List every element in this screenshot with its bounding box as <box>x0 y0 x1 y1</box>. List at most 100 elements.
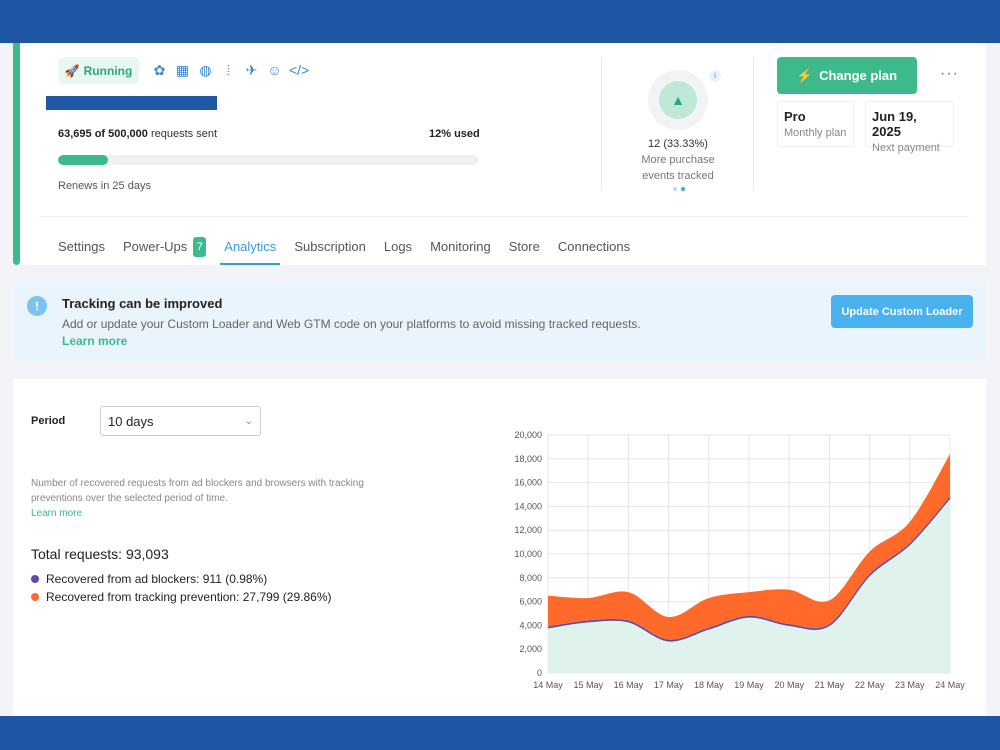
plan-box: Pro Monthly plan <box>777 101 854 147</box>
x-tick-label: 19 May <box>734 680 764 690</box>
legend-tracking-prevention: Recovered from tracking prevention: 27,7… <box>31 590 332 604</box>
x-tick-label: 15 May <box>573 680 603 690</box>
divider <box>601 57 602 190</box>
change-plan-button[interactable]: ⚡ Change plan <box>777 57 917 94</box>
y-tick-label: 6,000 <box>519 597 542 607</box>
y-tick-label: 4,000 <box>519 620 542 630</box>
tracking-alert: ! Tracking can be improved Add or update… <box>13 282 986 362</box>
requests-area-chart: 0 2,000 4,000 6,000 8,000 10,000 12,000 14,000 1… <box>514 430 965 690</box>
tab-label: Monitoring <box>430 239 491 254</box>
payment-box: Jun 19, 2025 Next payment <box>865 101 954 154</box>
status-badge: 🚀 Running <box>58 57 139 84</box>
tab-label: Connections <box>557 239 631 254</box>
metric-circle: ▲ <box>648 70 708 130</box>
airplane-icon[interactable]: ✈ <box>245 62 258 78</box>
tab-label: Power-Ups <box>122 239 188 254</box>
carousel-dots <box>673 187 685 191</box>
period-select[interactable]: 10 days ⌄ <box>100 406 261 436</box>
globe-icon[interactable]: ◍ <box>199 62 212 78</box>
tab-store[interactable]: Store <box>509 228 540 265</box>
more-options-icon[interactable]: ··· <box>940 65 959 82</box>
legend-dot <box>31 575 39 583</box>
legend-label: Recovered from tracking prevention: 27,7… <box>46 590 332 604</box>
info-icon[interactable]: i <box>709 70 721 82</box>
tabs-divider <box>39 216 969 217</box>
x-tick-label: 20 May <box>774 680 804 690</box>
tab-label: Settings <box>58 239 105 254</box>
redacted-container-name <box>46 96 217 110</box>
x-tick-label: 24 May <box>935 680 965 690</box>
tab-monitoring[interactable]: Monitoring <box>430 228 491 265</box>
legend-dot <box>31 593 39 601</box>
payment-value: Jun 19, 2025 <box>872 109 917 139</box>
renews-text: Renews in 25 days <box>58 180 151 192</box>
x-tick-label: 21 May <box>815 680 845 690</box>
requests-sent-value: 63,695 of 500,000 <box>58 128 148 140</box>
x-tick-label: 22 May <box>855 680 885 690</box>
x-tick-label: 14 May <box>533 680 563 690</box>
tab-label: Analytics <box>224 239 277 254</box>
plan-value: Pro <box>784 109 806 124</box>
chevron-down-icon: ⌄ <box>244 415 253 427</box>
payment-label: Next payment <box>872 142 940 154</box>
robot-icon[interactable]: ☺ <box>267 62 282 78</box>
change-plan-label: Change plan <box>819 68 898 83</box>
metric-label-line-2: events tracked <box>642 170 714 182</box>
alert-title: Tracking can be improved <box>62 296 223 311</box>
percent-used: 12% used <box>429 128 480 140</box>
platform-icons: ✿ ▦ ◍ ⦙ ✈ ☺ </> <box>151 62 310 79</box>
legend-ad-blockers: Recovered from ad blockers: 911 (0.98%) <box>31 572 267 586</box>
tab-logs[interactable]: Logs <box>384 228 412 265</box>
ad-blockers-line <box>547 497 951 642</box>
y-tick-label: 10,000 <box>514 549 542 559</box>
storefront-icon[interactable]: ▦ <box>175 62 190 78</box>
rocket-icon: 🚀 <box>64 63 80 78</box>
lightning-icon: ⚡ <box>796 67 814 83</box>
power-ups-count-badge: 7 <box>193 236 207 257</box>
carousel-dot[interactable] <box>673 187 677 191</box>
legend-label: Recovered from ad blockers: 911 (0.98%) <box>46 572 268 586</box>
y-tick-label: 18,000 <box>514 454 542 464</box>
period-value: 10 days <box>108 413 154 429</box>
metric-label: More purchase events tracked <box>613 152 743 184</box>
code-icon[interactable]: </> <box>289 62 310 78</box>
usage-progress-fill <box>58 155 109 165</box>
tab-connections[interactable]: Connections <box>558 228 630 265</box>
requests-sent-suffix: requests sent <box>150 128 218 140</box>
analytics-icon[interactable]: ⦙ <box>226 62 231 78</box>
tab-label: Logs <box>383 239 413 254</box>
y-tick-label: 14,000 <box>514 501 542 511</box>
y-tick-label: 20,000 <box>514 430 542 440</box>
period-label: Period <box>31 415 66 427</box>
container-header-card: 🚀 Running ✿ ▦ ◍ ⦙ ✈ ☺ </> 63,695 of 500,… <box>13 43 986 265</box>
x-tick-label: 23 May <box>895 680 925 690</box>
metric-label-line-1: More purchase <box>641 154 715 166</box>
tab-analytics[interactable]: Analytics <box>220 228 281 265</box>
bottom-band <box>0 716 1000 750</box>
tracking-prevention-area <box>548 454 950 640</box>
tab-settings[interactable]: Settings <box>58 228 105 265</box>
status-label: Running <box>83 63 133 78</box>
carousel-dot-active[interactable] <box>681 187 685 191</box>
base-requests-area <box>548 498 950 673</box>
analytics-panel: Period 10 days ⌄ Number of recovered req… <box>13 379 986 716</box>
tab-bar: Settings Power-Ups 7 Analytics Subscripti… <box>58 228 648 265</box>
divider <box>753 57 754 190</box>
y-tick-label: 0 <box>537 668 542 678</box>
tab-subscription[interactable]: Subscription <box>294 228 366 265</box>
analytics-learn-more-link[interactable]: Learn more <box>31 508 83 519</box>
requests-sent: 63,695 of 500,000 requests sent <box>58 128 217 140</box>
alert-body: Add or update your Custom Loader and Web… <box>62 317 641 331</box>
analytics-description: Number of recovered requests from ad blo… <box>31 478 364 504</box>
y-tick-label: 12,000 <box>514 525 542 535</box>
shopify-icon[interactable]: ✿ <box>153 62 166 78</box>
accent-bar <box>13 43 20 265</box>
chevron-up-icon: ▲ <box>659 81 697 119</box>
tab-power-ups[interactable]: Power-Ups 7 <box>122 228 207 265</box>
update-custom-loader-button[interactable]: Update Custom Loader <box>831 295 973 328</box>
alert-learn-more-link[interactable]: Learn more <box>62 334 128 348</box>
x-tick-label: 17 May <box>654 680 684 690</box>
tab-label: Subscription <box>294 239 366 254</box>
x-tick-label: 16 May <box>614 680 644 690</box>
top-band <box>0 0 1000 43</box>
